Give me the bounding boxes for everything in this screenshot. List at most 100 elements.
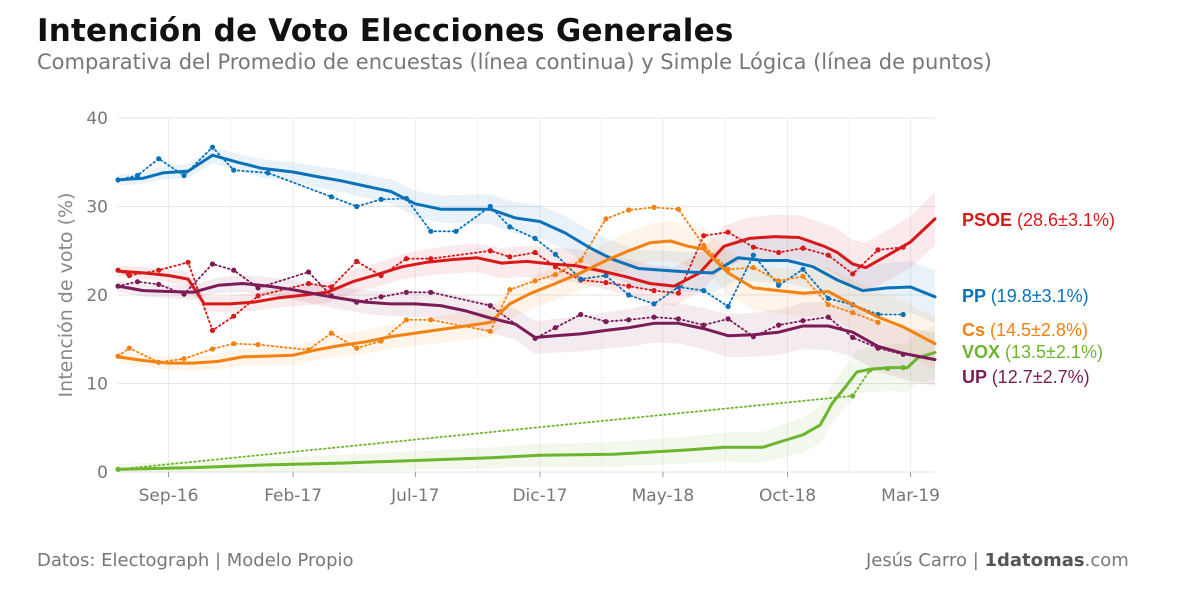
psoe-simple-logica-point (507, 254, 513, 260)
up-simple-logica-point (725, 316, 731, 322)
psoe-simple-logica-point (725, 229, 731, 235)
psoe-average-line (116, 217, 937, 306)
psoe-simple-logica-point (776, 249, 782, 256)
psoe-legend-label: PSOE (28.6±3.1%) (962, 210, 1115, 230)
vox-legend-name: VOX (962, 342, 1005, 362)
pp-legend-name: PP (962, 286, 991, 306)
pp-simple-logica-point (725, 303, 731, 310)
psoe-simple-logica-point (701, 233, 707, 239)
up-simple-logica-point (651, 314, 657, 320)
psoe-simple-logica-point (354, 258, 360, 264)
pp-simple-logica-point (603, 272, 609, 279)
psoe-simple-logica-point (651, 288, 657, 294)
up-simple-logica-point (800, 318, 806, 324)
up-simple-logica-point (675, 316, 682, 322)
psoe-legend-value: (28.6±3.1%) (1017, 210, 1115, 230)
up-simple-logica-point (701, 322, 707, 328)
up-simple-logica-line (117, 262, 905, 356)
cs-simple-logica-point (532, 278, 538, 284)
psoe-simple-logica-point (255, 293, 261, 299)
psoe-simple-logica-point (185, 259, 191, 265)
y-tick-label: 10 (86, 375, 108, 395)
vox-simple-logica-point (850, 393, 856, 399)
pp-simple-logica-point (651, 301, 657, 307)
up-simple-logica-point (825, 314, 831, 320)
up-simple-logica-point (850, 334, 856, 341)
chart-title: Intención de Voto Elecciones Generales (37, 13, 734, 49)
pp-simple-logica-point (750, 252, 757, 258)
pp-simple-logica-point (532, 235, 538, 241)
psoe-simple-logica-point (156, 267, 162, 273)
up-legend-label: UP (12.7±2.7%) (962, 367, 1090, 387)
cs-simple-logica-point (776, 278, 782, 284)
psoe-legend-name: PSOE (962, 210, 1017, 230)
cs-simple-logica-point (701, 242, 707, 248)
up-legend-value: (12.7±2.7%) (992, 367, 1090, 387)
x-tick-label: Jul-17 (390, 486, 439, 506)
up-simple-logica-point (209, 261, 216, 267)
cs-simple-logica-line (117, 206, 879, 364)
psoe-confidence-band (118, 192, 935, 313)
psoe-simple-logica-point (209, 327, 216, 333)
cs-legend-name: Cs (962, 320, 990, 340)
y-tick-label: 0 (97, 463, 108, 483)
pp-legend-label: PP (19.8±3.1%) (962, 286, 1089, 306)
pp-simple-logica-point (578, 276, 584, 282)
pp-simple-logica-point (800, 266, 806, 272)
pp-simple-logica-point (265, 170, 271, 176)
x-tick-label: Feb-17 (264, 486, 322, 506)
pp-simple-logica-point (354, 203, 360, 210)
up-simple-logica-point (306, 269, 312, 275)
cs-simple-logica-point (181, 356, 187, 362)
pp-confidence-band (118, 147, 935, 324)
pp-simple-logica-point (328, 194, 334, 200)
cs-legend-label: Cs (14.5±2.8%) (962, 320, 1088, 340)
cs-simple-logica-point (651, 204, 657, 210)
x-tick-label: Oct-18 (759, 486, 816, 506)
pp-simple-logica-point (134, 172, 141, 179)
pp-legend-value: (19.8±3.1%) (991, 286, 1089, 306)
up-simple-logica-point (487, 303, 493, 309)
cs-simple-logica-point (255, 342, 261, 348)
cs-simple-logica-point (507, 287, 513, 293)
footer-author-name: Jesús Carro | (866, 550, 985, 571)
up-simple-logica-point (552, 325, 559, 331)
up-simple-logica-point (578, 311, 584, 318)
footer-author: Jesús Carro | 1datomas.com (866, 550, 1129, 571)
psoe-simple-logica-point (850, 271, 856, 277)
cs-simple-logica-point (231, 341, 237, 347)
up-simple-logica-point (156, 281, 162, 287)
psoe-simple-logica-point (626, 283, 632, 289)
pp-simple-logica-point (209, 144, 216, 150)
pp-simple-logica-point (453, 228, 459, 234)
y-tick-label: 30 (86, 198, 108, 218)
up-simple-logica-point (626, 317, 632, 323)
x-tick-label: Sep-16 (139, 486, 199, 506)
average-series (116, 153, 937, 471)
cs-simple-logica-point (126, 345, 132, 351)
pp-simple-logica-point (181, 172, 187, 179)
psoe-simple-logica-point (825, 252, 831, 258)
cs-simple-logica-point (209, 346, 216, 352)
cs-simple-logica-point (675, 206, 682, 212)
pp-simple-logica-point (552, 251, 559, 257)
y-tick-label: 20 (86, 286, 108, 306)
psoe-simple-logica-point (428, 256, 434, 262)
footer-brand: 1datomas (984, 550, 1085, 571)
cs-simple-logica-point (603, 216, 609, 222)
psoe-simple-logica-point (532, 249, 538, 256)
psoe-simple-logica-point (403, 256, 409, 262)
pp-simple-logica-point (231, 167, 237, 173)
up-average-line (116, 282, 937, 362)
cs-simple-logica-point (875, 319, 881, 325)
pp-simple-logica-point (900, 311, 906, 318)
cs-simple-logica-point (328, 330, 334, 336)
cs-simple-logica-point (552, 272, 559, 278)
cs-simple-logica-point (800, 273, 806, 279)
footer-source: Datos: Electograph | Modelo Propio (37, 550, 354, 571)
pp-simple-logica-point (701, 288, 707, 294)
psoe-simple-logica-point (800, 245, 806, 251)
vox-confidence-band (118, 326, 935, 472)
pp-simple-logica-point (428, 228, 434, 234)
